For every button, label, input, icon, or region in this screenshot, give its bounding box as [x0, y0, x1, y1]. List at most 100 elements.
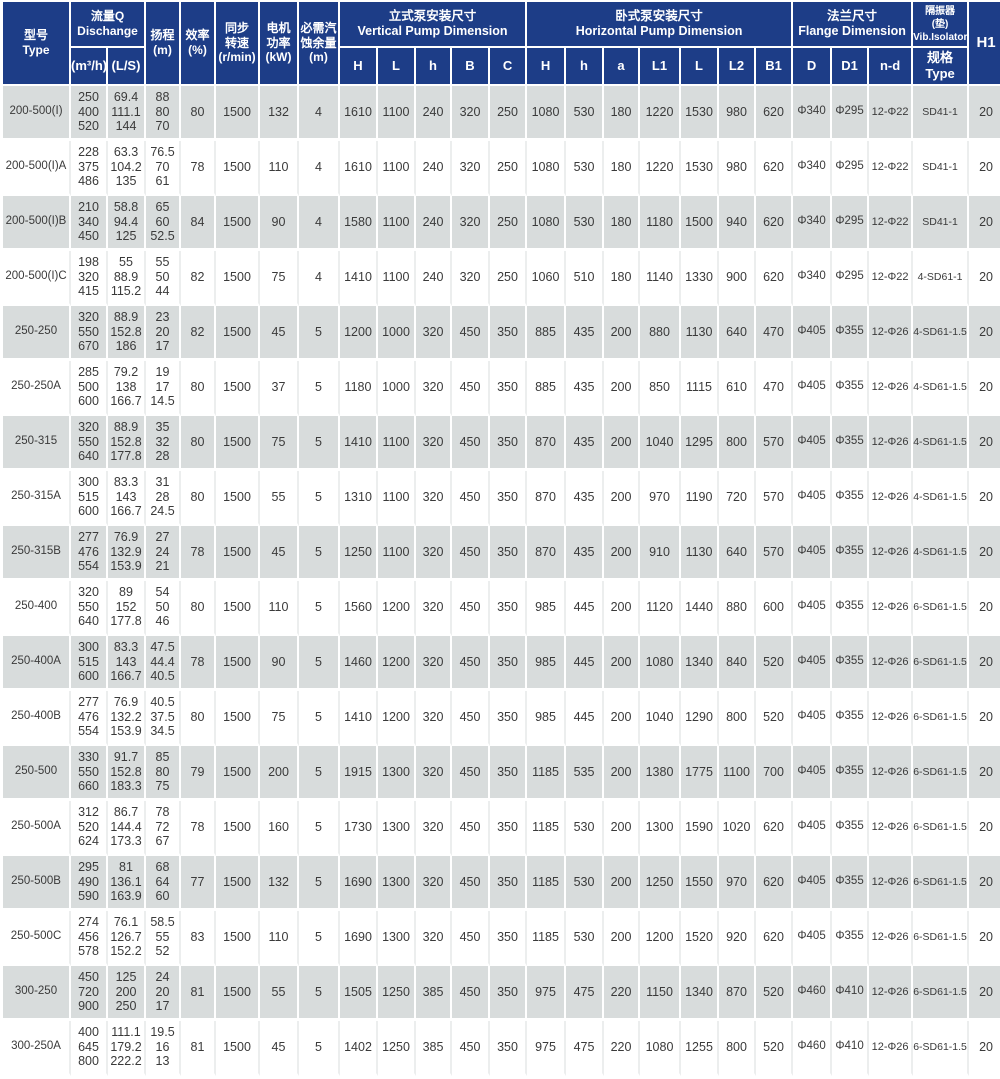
cell-head: 68 64 60 [146, 856, 181, 911]
cell-type: 250-250A [3, 361, 71, 416]
cell-flange-D1: Φ355 [832, 801, 870, 856]
cell-h-a: 200 [604, 471, 641, 526]
cell-h-H: 1185 [527, 856, 567, 911]
cell-q-m3h: 300 515 600 [71, 471, 108, 526]
cell-h-L: 1500 [681, 196, 720, 251]
cell-flange-D1: Φ410 [832, 966, 870, 1021]
cell-v-H: 1610 [340, 141, 378, 196]
cell-type: 200-500(I) [3, 86, 71, 141]
cell-H1: 20 [969, 141, 1000, 196]
cell-speed: 1500 [216, 361, 260, 416]
cell-speed: 1500 [216, 581, 260, 636]
cell-flange-D: Φ405 [793, 691, 833, 746]
cell-speed: 1500 [216, 416, 260, 471]
cell-type: 200-500(I)C [3, 251, 71, 306]
cell-flange-nd: 12-Φ26 [869, 306, 914, 361]
cell-v-B: 450 [452, 691, 490, 746]
cell-npsh: 5 [299, 361, 340, 416]
cell-head: 54 50 46 [146, 581, 181, 636]
cell-flange-D: Φ405 [793, 911, 833, 966]
cell-vib-type: 6-SD61-1.5 [913, 581, 970, 636]
cell-h-h: 510 [566, 251, 605, 306]
cell-v-L: 1200 [378, 636, 416, 691]
col-header-h-B1: B1 [756, 48, 794, 86]
cell-v-h: 240 [416, 196, 452, 251]
cell-vib-type: 6-SD61-1.5 [913, 691, 970, 746]
cell-h-a: 180 [604, 141, 641, 196]
cell-vib-type: SD41-1 [913, 196, 970, 251]
cell-h-h: 445 [566, 636, 605, 691]
cell-flange-D: Φ340 [793, 86, 833, 141]
cell-flange-D: Φ405 [793, 801, 833, 856]
cell-flange-D1: Φ355 [832, 361, 870, 416]
cell-flange-nd: 12-Φ26 [869, 801, 914, 856]
cell-v-C: 250 [490, 141, 528, 196]
cell-flange-D: Φ405 [793, 471, 833, 526]
cell-power: 45 [260, 1021, 299, 1076]
cell-h-h: 435 [566, 306, 605, 361]
cell-q-m3h: 228 375 486 [71, 141, 108, 196]
cell-h-h: 445 [566, 691, 605, 746]
cell-h-L: 1295 [681, 416, 720, 471]
cell-npsh: 5 [299, 581, 340, 636]
cell-npsh: 4 [299, 86, 340, 141]
cell-h-H: 885 [527, 361, 567, 416]
cell-flange-D1: Φ295 [832, 251, 870, 306]
cell-power: 132 [260, 86, 299, 141]
table-row: 250-500C 274 456 578 76.1 126.7 152.2 58.5 … [3, 911, 1000, 966]
cell-type: 200-500(I)A [3, 141, 71, 196]
cell-v-L: 1100 [378, 251, 416, 306]
cell-q-m3h: 198 320 415 [71, 251, 108, 306]
cell-efficiency: 80 [181, 361, 216, 416]
cell-h-B1: 570 [756, 416, 794, 471]
cell-v-H: 1580 [340, 196, 378, 251]
cell-v-L: 1300 [378, 746, 416, 801]
cell-h-a: 220 [604, 966, 641, 1021]
cell-h-L1: 910 [640, 526, 682, 581]
cell-v-L: 1100 [378, 86, 416, 141]
cell-h-h: 530 [566, 911, 605, 966]
cell-flange-D1: Φ355 [832, 911, 870, 966]
cell-flange-D: Φ405 [793, 306, 833, 361]
col-header-efficiency: 效率 (%) [181, 2, 216, 86]
cell-v-h: 320 [416, 416, 452, 471]
cell-head: 19.5 16 13 [146, 1021, 181, 1076]
cell-power: 110 [260, 911, 299, 966]
cell-npsh: 5 [299, 306, 340, 361]
cell-h-L1: 880 [640, 306, 682, 361]
cell-h-L2: 1100 [719, 746, 757, 801]
cell-h-B1: 570 [756, 471, 794, 526]
cell-flange-nd: 12-Φ26 [869, 636, 914, 691]
cell-h-B1: 520 [756, 636, 794, 691]
cell-npsh: 5 [299, 856, 340, 911]
cell-efficiency: 83 [181, 911, 216, 966]
cell-flange-D: Φ460 [793, 1021, 833, 1076]
cell-flange-D: Φ405 [793, 746, 833, 801]
col-header-v-H: H [340, 48, 378, 86]
cell-head: 24 20 17 [146, 966, 181, 1021]
cell-q-ls: 91.7 152.8 183.3 [108, 746, 146, 801]
cell-h-a: 200 [604, 691, 641, 746]
cell-h-L: 1440 [681, 581, 720, 636]
cell-h-L: 1550 [681, 856, 720, 911]
table-body: 200-500(I) 250 400 520 69.4 111.1 144 88 80… [3, 86, 1000, 1076]
cell-h-B1: 620 [756, 801, 794, 856]
cell-H1: 20 [969, 196, 1000, 251]
cell-flange-D: Φ340 [793, 141, 833, 196]
cell-h-L: 1530 [681, 141, 720, 196]
cell-h-L2: 920 [719, 911, 757, 966]
cell-q-ls: 125 200 250 [108, 966, 146, 1021]
table-row: 250-400 320 550 640 89 152 177.8 54 50 46 80… [3, 581, 1000, 636]
cell-v-B: 450 [452, 306, 490, 361]
cell-speed: 1500 [216, 801, 260, 856]
table-row: 250-250 320 550 670 88.9 152.8 186 23 20 17… [3, 306, 1000, 361]
cell-h-L: 1115 [681, 361, 720, 416]
cell-h-L1: 1180 [640, 196, 682, 251]
cell-v-h: 320 [416, 636, 452, 691]
cell-h-a: 180 [604, 251, 641, 306]
col-header-q-ls: (L/S) [108, 48, 146, 86]
cell-efficiency: 82 [181, 251, 216, 306]
cell-v-B: 450 [452, 911, 490, 966]
col-header-discharge: 流量Q Dischange [71, 2, 146, 48]
cell-H1: 20 [969, 1021, 1000, 1076]
